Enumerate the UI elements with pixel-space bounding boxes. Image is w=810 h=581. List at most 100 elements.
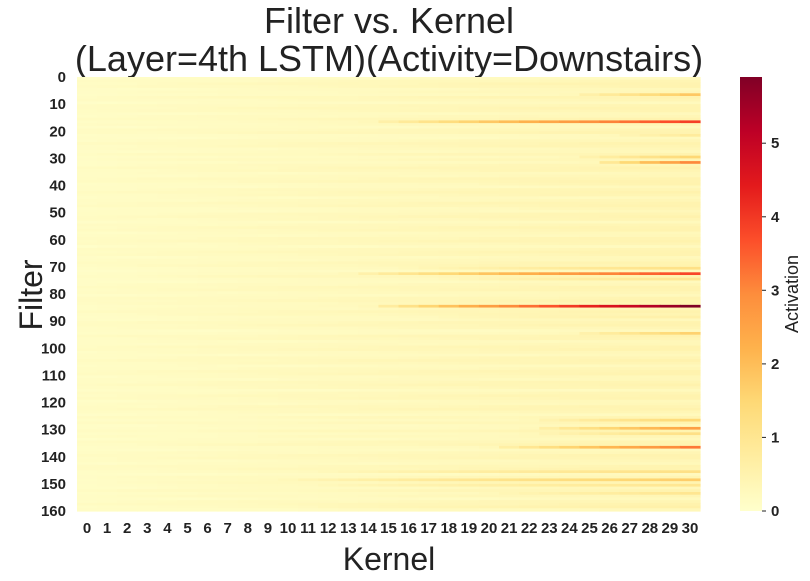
heatmap-cell [217, 454, 239, 458]
heatmap-cell [398, 364, 420, 368]
heatmap-cell [277, 310, 299, 314]
heatmap-cell [639, 331, 661, 336]
heatmap-cell [117, 483, 138, 488]
heatmap-cell [217, 201, 239, 206]
heatmap-cell [599, 87, 621, 92]
heatmap-cell [418, 497, 440, 501]
heatmap-cell [117, 383, 138, 387]
heatmap-cell [277, 256, 299, 260]
heatmap-cell [398, 101, 420, 105]
heatmap-cell [257, 318, 279, 322]
heatmap-cell [619, 383, 641, 387]
heatmap-cell [499, 228, 520, 233]
heatmap-cell [318, 204, 339, 208]
heatmap-cell [117, 405, 138, 409]
heatmap-cell [438, 304, 460, 309]
heatmap-cell [519, 416, 540, 420]
heatmap-cell [77, 445, 98, 450]
heatmap-cell [679, 171, 701, 176]
heatmap-cell [157, 190, 179, 195]
heatmap-cell [539, 158, 560, 162]
heatmap-cell [599, 386, 621, 390]
heatmap-cell [458, 348, 480, 352]
heatmap-cell [599, 304, 621, 309]
heatmap-cell [418, 95, 440, 100]
heatmap-cell [197, 345, 219, 349]
heatmap-cell [458, 147, 480, 151]
heatmap-cell [97, 277, 118, 282]
heatmap-cell [579, 264, 601, 268]
heatmap-cell [539, 117, 560, 121]
heatmap-cell [137, 467, 158, 471]
heatmap-cell [599, 237, 621, 241]
heatmap-cell [157, 158, 179, 162]
heatmap-cell [358, 158, 380, 162]
heatmap-cell [177, 174, 199, 178]
heatmap-cell [117, 345, 138, 349]
heatmap-cell [137, 426, 158, 431]
heatmap-cell [277, 174, 299, 178]
heatmap-cell [77, 407, 98, 412]
heatmap-cell [137, 131, 158, 135]
heatmap-cell [679, 174, 701, 178]
heatmap-cell [257, 500, 279, 504]
heatmap-cell [318, 212, 339, 216]
heatmap-cell [237, 505, 259, 509]
heatmap-cell [679, 188, 701, 192]
heatmap-cell [438, 177, 460, 181]
heatmap-cell [257, 388, 279, 393]
heatmap-cell [418, 478, 440, 482]
heatmap-cell [639, 283, 661, 287]
heatmap-cell [257, 350, 279, 355]
heatmap-cell [298, 497, 319, 501]
heatmap-cell [539, 109, 560, 113]
heatmap-cell [438, 492, 460, 496]
heatmap-cell [679, 158, 701, 162]
heatmap-cell [157, 288, 179, 292]
heatmap-cell [137, 299, 158, 303]
heatmap-cell [398, 318, 420, 322]
heatmap-cell [579, 323, 601, 328]
heatmap-cell [659, 106, 681, 111]
heatmap-cell [237, 204, 259, 208]
heatmap-cell [639, 245, 661, 249]
heatmap-cell [277, 133, 299, 138]
heatmap-cell [398, 432, 420, 436]
heatmap-cell [277, 340, 299, 344]
heatmap-cell [679, 497, 701, 501]
heatmap-cell [358, 323, 380, 328]
heatmap-cell [478, 285, 500, 290]
heatmap-cell [378, 388, 400, 393]
heatmap-cell [277, 399, 299, 404]
heatmap-cell [599, 269, 621, 273]
heatmap-cell [157, 356, 179, 360]
heatmap-cell [458, 502, 480, 507]
heatmap-cell [499, 93, 520, 97]
heatmap-cell [237, 275, 259, 279]
heatmap-cell [619, 440, 641, 444]
heatmap-cell [358, 356, 380, 360]
heatmap-cell [458, 95, 480, 100]
heatmap-cell [539, 253, 560, 257]
heatmap-cell [559, 147, 581, 151]
heatmap-cell [237, 337, 259, 341]
heatmap-cell [579, 234, 601, 238]
heatmap-cell [197, 82, 219, 86]
heatmap-cell [137, 500, 158, 504]
heatmap-cell [418, 171, 440, 176]
heatmap-cell [639, 299, 661, 303]
heatmap-cell [177, 147, 199, 151]
heatmap-cell [639, 237, 661, 241]
heatmap-cell [398, 342, 420, 347]
heatmap-cell [519, 120, 540, 124]
heatmap-cell [197, 123, 219, 127]
heatmap-cell [499, 364, 520, 368]
heatmap-cell [217, 302, 239, 306]
heatmap-cell [639, 318, 661, 322]
heatmap-cell [277, 95, 299, 100]
heatmap-cell [438, 323, 460, 328]
heatmap-cell [659, 326, 681, 330]
heatmap-cell [97, 451, 118, 455]
heatmap-cell [579, 445, 601, 450]
heatmap-cell [579, 109, 601, 113]
